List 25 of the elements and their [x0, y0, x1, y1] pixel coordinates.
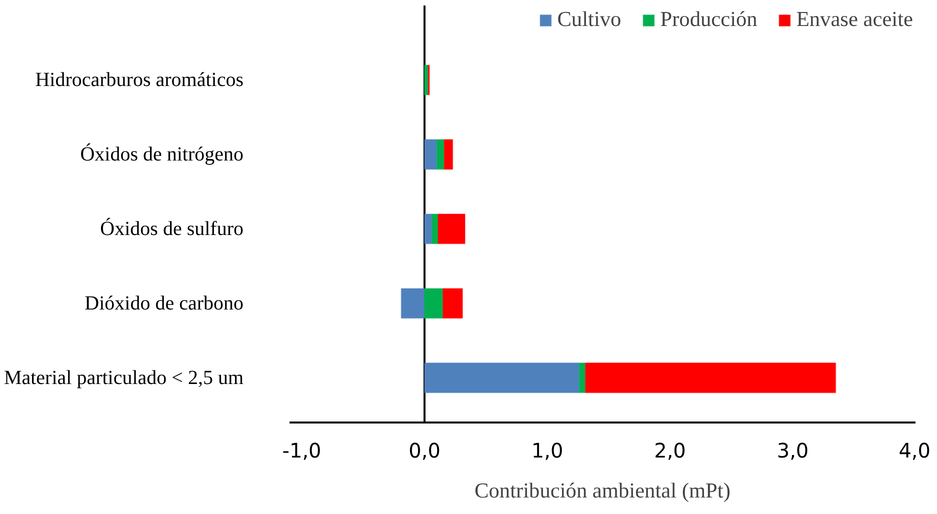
bar — [444, 139, 454, 170]
y-tick-label: Hidrocarburos aromáticos — [35, 68, 244, 91]
bar — [400, 288, 426, 319]
x-tick-label: 0,0 — [408, 438, 440, 462]
x-tick-label: 4,0 — [898, 438, 931, 462]
y-tick-label: Dióxido de carbono — [84, 292, 244, 314]
x-tick-label: -1,0 — [282, 438, 322, 462]
x-tick-label: 3,0 — [776, 438, 809, 462]
legend-label: Envase aceite — [796, 7, 913, 32]
bar — [424, 362, 580, 394]
bar — [578, 362, 586, 394]
bar — [442, 288, 464, 319]
bar — [584, 362, 836, 394]
bar — [424, 214, 432, 244]
y-tick-label: Óxidos de sulfuro — [100, 216, 244, 240]
x-tick-label: 2,0 — [654, 438, 686, 462]
legend-label: Cultivo — [557, 7, 622, 32]
bar — [424, 139, 438, 170]
y-tick-label: Óxidos de nitrógeno — [80, 142, 244, 166]
x-tick-label: 1,0 — [531, 438, 564, 462]
bar — [424, 288, 444, 319]
x-axis-title: Contribución ambiental (mPt) — [474, 478, 730, 502]
y-tick-label: Material particulado < 2,5 um — [4, 366, 244, 389]
legend-label: Producción — [660, 7, 758, 32]
bar — [438, 214, 466, 244]
